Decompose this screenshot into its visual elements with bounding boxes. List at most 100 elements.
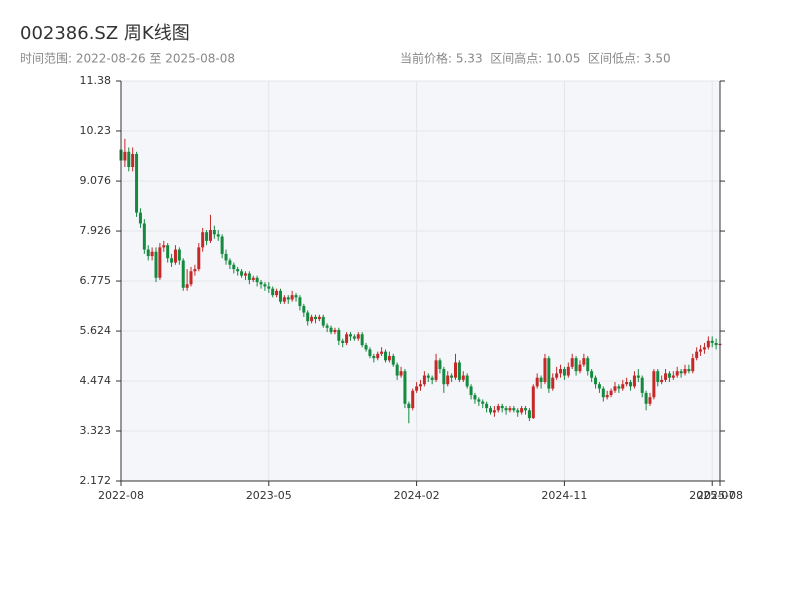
x-tick-label: 2025-07: [689, 489, 735, 502]
candle-body: [430, 377, 434, 380]
candle-body: [590, 371, 594, 378]
candle-body: [426, 375, 430, 378]
candle-body: [644, 392, 648, 404]
candle-body: [504, 408, 508, 411]
candle-body: [391, 355, 395, 365]
x-tick-label: 2023-05: [246, 489, 292, 502]
candle-body: [574, 358, 578, 372]
y-tick-label: 5.624: [80, 324, 112, 337]
candle-body: [170, 258, 174, 263]
candle-body: [473, 395, 477, 400]
ticks: 2.172 3.323 4.474 5.624 6.775 7.926 9.076 10.23…: [80, 74, 743, 502]
candle-body: [660, 379, 664, 383]
candle-body: [617, 386, 621, 389]
candle-body: [364, 345, 368, 350]
candle-body: [201, 232, 205, 248]
candle-body: [372, 355, 376, 359]
candle-body: [360, 334, 364, 346]
candle-body: [671, 375, 675, 378]
candle-body: [625, 382, 629, 385]
candle-body: [127, 151, 131, 168]
candle-body: [387, 355, 391, 361]
candle-body: [185, 284, 189, 288]
candle-body: [512, 408, 516, 411]
candle-body: [570, 358, 574, 367]
candle-body: [181, 260, 185, 288]
candle-body: [675, 371, 679, 376]
candle-body: [317, 316, 321, 320]
y-tick-label: 7.926: [80, 224, 112, 237]
candle-body: [594, 377, 598, 385]
candle-body: [352, 336, 356, 339]
candle-body: [489, 408, 493, 413]
candle-body: [706, 340, 710, 348]
candle-body: [306, 312, 310, 322]
candle-body: [294, 295, 298, 298]
grid: [120, 80, 721, 482]
x-tick-label: 2025-08: [697, 489, 743, 502]
candle-body: [609, 390, 613, 396]
candle-body: [267, 286, 271, 289]
candle-body: [496, 405, 500, 411]
candle-body: [481, 401, 485, 404]
candle-body: [586, 358, 590, 372]
candle-body: [247, 273, 251, 280]
candle-body: [205, 232, 209, 241]
candle-body: [313, 316, 317, 320]
candle-body: [232, 264, 236, 270]
y-tick-label: 6.775: [80, 274, 112, 287]
candle-body: [461, 375, 465, 380]
candle-body: [664, 373, 668, 380]
y-tick-label: 4.474: [80, 374, 112, 387]
candle-body: [286, 297, 290, 300]
candle-body: [259, 282, 263, 285]
candle-body: [559, 369, 563, 374]
candle-body: [162, 245, 166, 248]
candle-body: [243, 273, 247, 276]
candle-body: [275, 290, 279, 296]
candle-body: [629, 382, 633, 387]
candle-body: [442, 369, 446, 385]
candle-body: [208, 230, 212, 241]
x-tick-label: 2024-11: [541, 489, 587, 502]
candle-body: [189, 271, 193, 285]
chart-subtitle: 时间范围: 2022-08-26 至 2025-08-08: [20, 52, 235, 66]
candle-body: [251, 277, 255, 280]
candle-body: [652, 371, 656, 398]
candle-body: [695, 351, 699, 359]
candle-body: [380, 351, 384, 354]
candle-body: [446, 375, 450, 385]
chart-title: 002386.SZ 周K线图: [20, 23, 190, 44]
y-tick-label: 9.076: [80, 174, 112, 187]
x-tick-label: 2024-02: [394, 489, 440, 502]
candle-body: [531, 386, 535, 419]
candle-body: [325, 325, 329, 328]
candle-body: [419, 384, 422, 387]
candle-body: [457, 362, 461, 380]
candle-body: [383, 351, 387, 361]
y-tick-label: 10.23: [80, 124, 112, 137]
candle-body: [640, 377, 644, 393]
candle-body: [679, 371, 683, 374]
candle-body: [240, 271, 244, 276]
candle-body: [310, 316, 314, 322]
candle-body: [356, 334, 360, 339]
candles: [119, 138, 722, 424]
candle-body: [197, 247, 201, 270]
candle-body: [543, 358, 547, 383]
candle-body: [547, 358, 551, 389]
candle-body: [465, 375, 469, 387]
candle-body: [173, 249, 177, 263]
candle-body: [450, 375, 454, 378]
candle-body: [341, 340, 345, 343]
candle-body: [520, 408, 524, 413]
candle-body: [702, 347, 706, 350]
candle-body: [220, 236, 224, 254]
candle-body: [636, 375, 640, 378]
candle-body: [524, 408, 528, 411]
candle-body: [508, 408, 512, 411]
candle-body: [236, 269, 240, 272]
y-tick-label: 11.38: [80, 74, 112, 87]
candle-body: [562, 369, 566, 376]
